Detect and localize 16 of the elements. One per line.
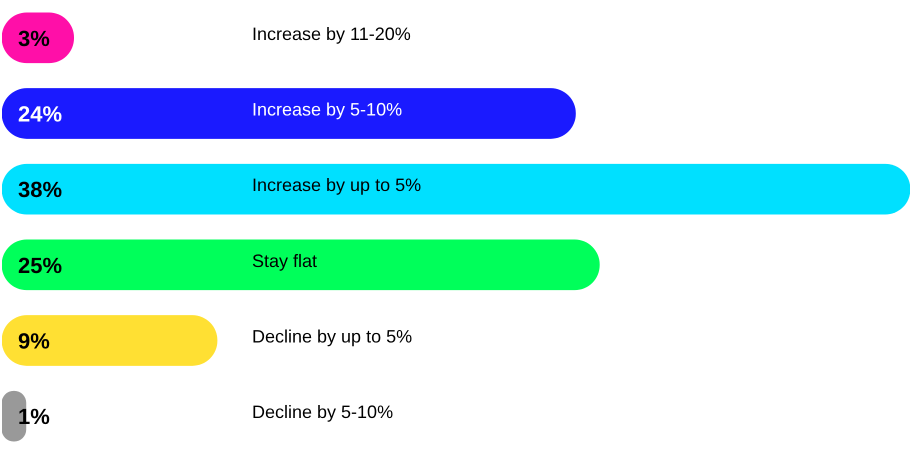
bar <box>2 164 910 214</box>
y-tick-label: Increase by 11-20% <box>252 24 411 44</box>
y-tick-label: Stay flat <box>252 250 318 271</box>
bar <box>2 240 600 290</box>
y-tick-label: Increase by 5-10% <box>252 99 402 120</box>
data-label: 3% <box>18 26 50 51</box>
bar <box>2 315 218 366</box>
bar <box>2 88 576 139</box>
data-label: 1% <box>18 404 50 430</box>
y-tick-label: Decline by 5-10% <box>252 402 394 422</box>
y-tick-label: Increase by up to 5% <box>252 175 422 196</box>
data-label: 24% <box>18 102 62 127</box>
data-label: 9% <box>18 328 50 354</box>
data-label: 25% <box>18 252 62 278</box>
y-tick-label: Decline by up to 5% <box>252 326 412 346</box>
data-label: 38% <box>18 177 62 202</box>
